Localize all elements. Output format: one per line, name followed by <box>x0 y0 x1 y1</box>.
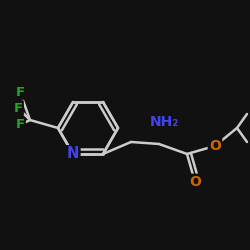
Text: NH₂: NH₂ <box>150 115 178 129</box>
Text: O: O <box>209 139 221 153</box>
Text: F: F <box>14 102 22 114</box>
Text: O: O <box>189 175 201 189</box>
Text: N: N <box>67 146 79 162</box>
Text: F: F <box>16 118 24 132</box>
Text: F: F <box>16 86 24 98</box>
